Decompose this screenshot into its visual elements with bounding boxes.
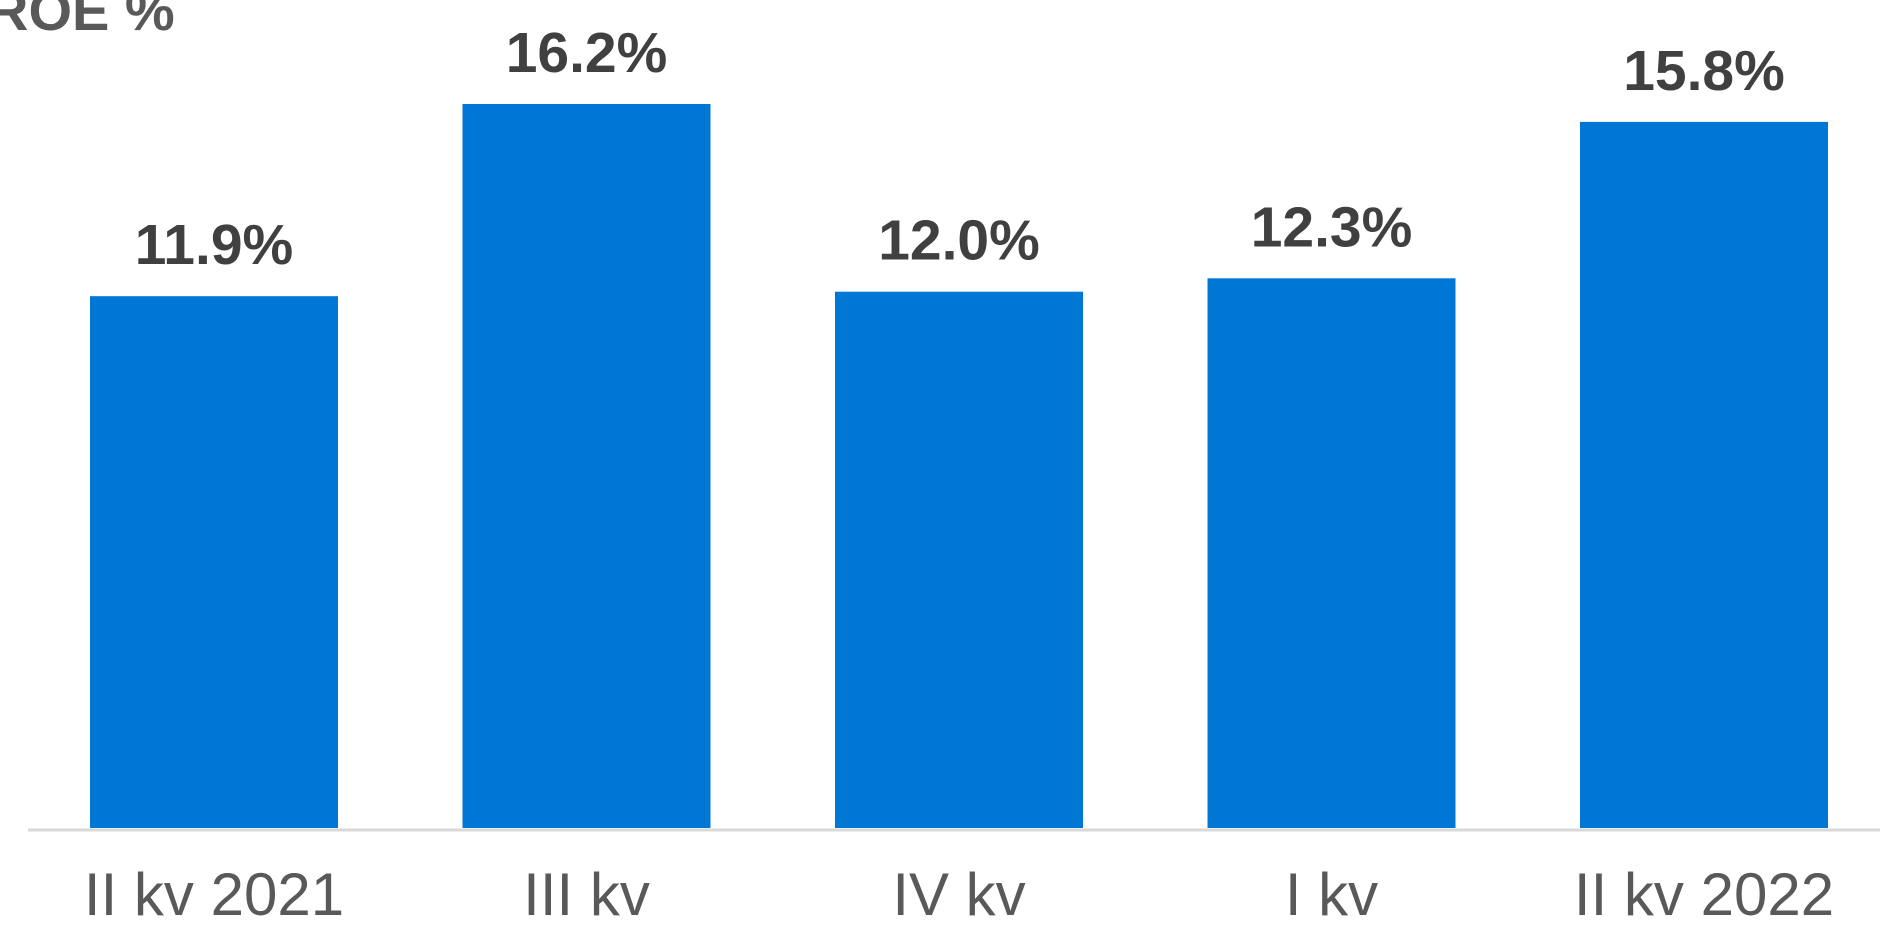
x-tick-label: II kv 2021: [84, 861, 344, 928]
x-tick-label: IV kv: [892, 861, 1025, 928]
chart-title: ROE %: [0, 0, 175, 42]
data-label: 16.2%: [506, 21, 668, 85]
data-label: 15.8%: [1623, 39, 1785, 103]
bar: [835, 291, 1083, 828]
bar: [462, 104, 711, 828]
x-tick-label: III kv: [523, 861, 650, 928]
bar: [1580, 121, 1828, 829]
bar: [90, 296, 338, 828]
data-label: 11.9%: [135, 213, 293, 277]
x-tick-label: I kv: [1285, 861, 1378, 928]
data-label: 12.0%: [878, 209, 1040, 273]
data-label: 12.3%: [1251, 195, 1413, 259]
x-tick-label: II kv 2022: [1574, 861, 1834, 928]
bar: [1207, 278, 1456, 829]
